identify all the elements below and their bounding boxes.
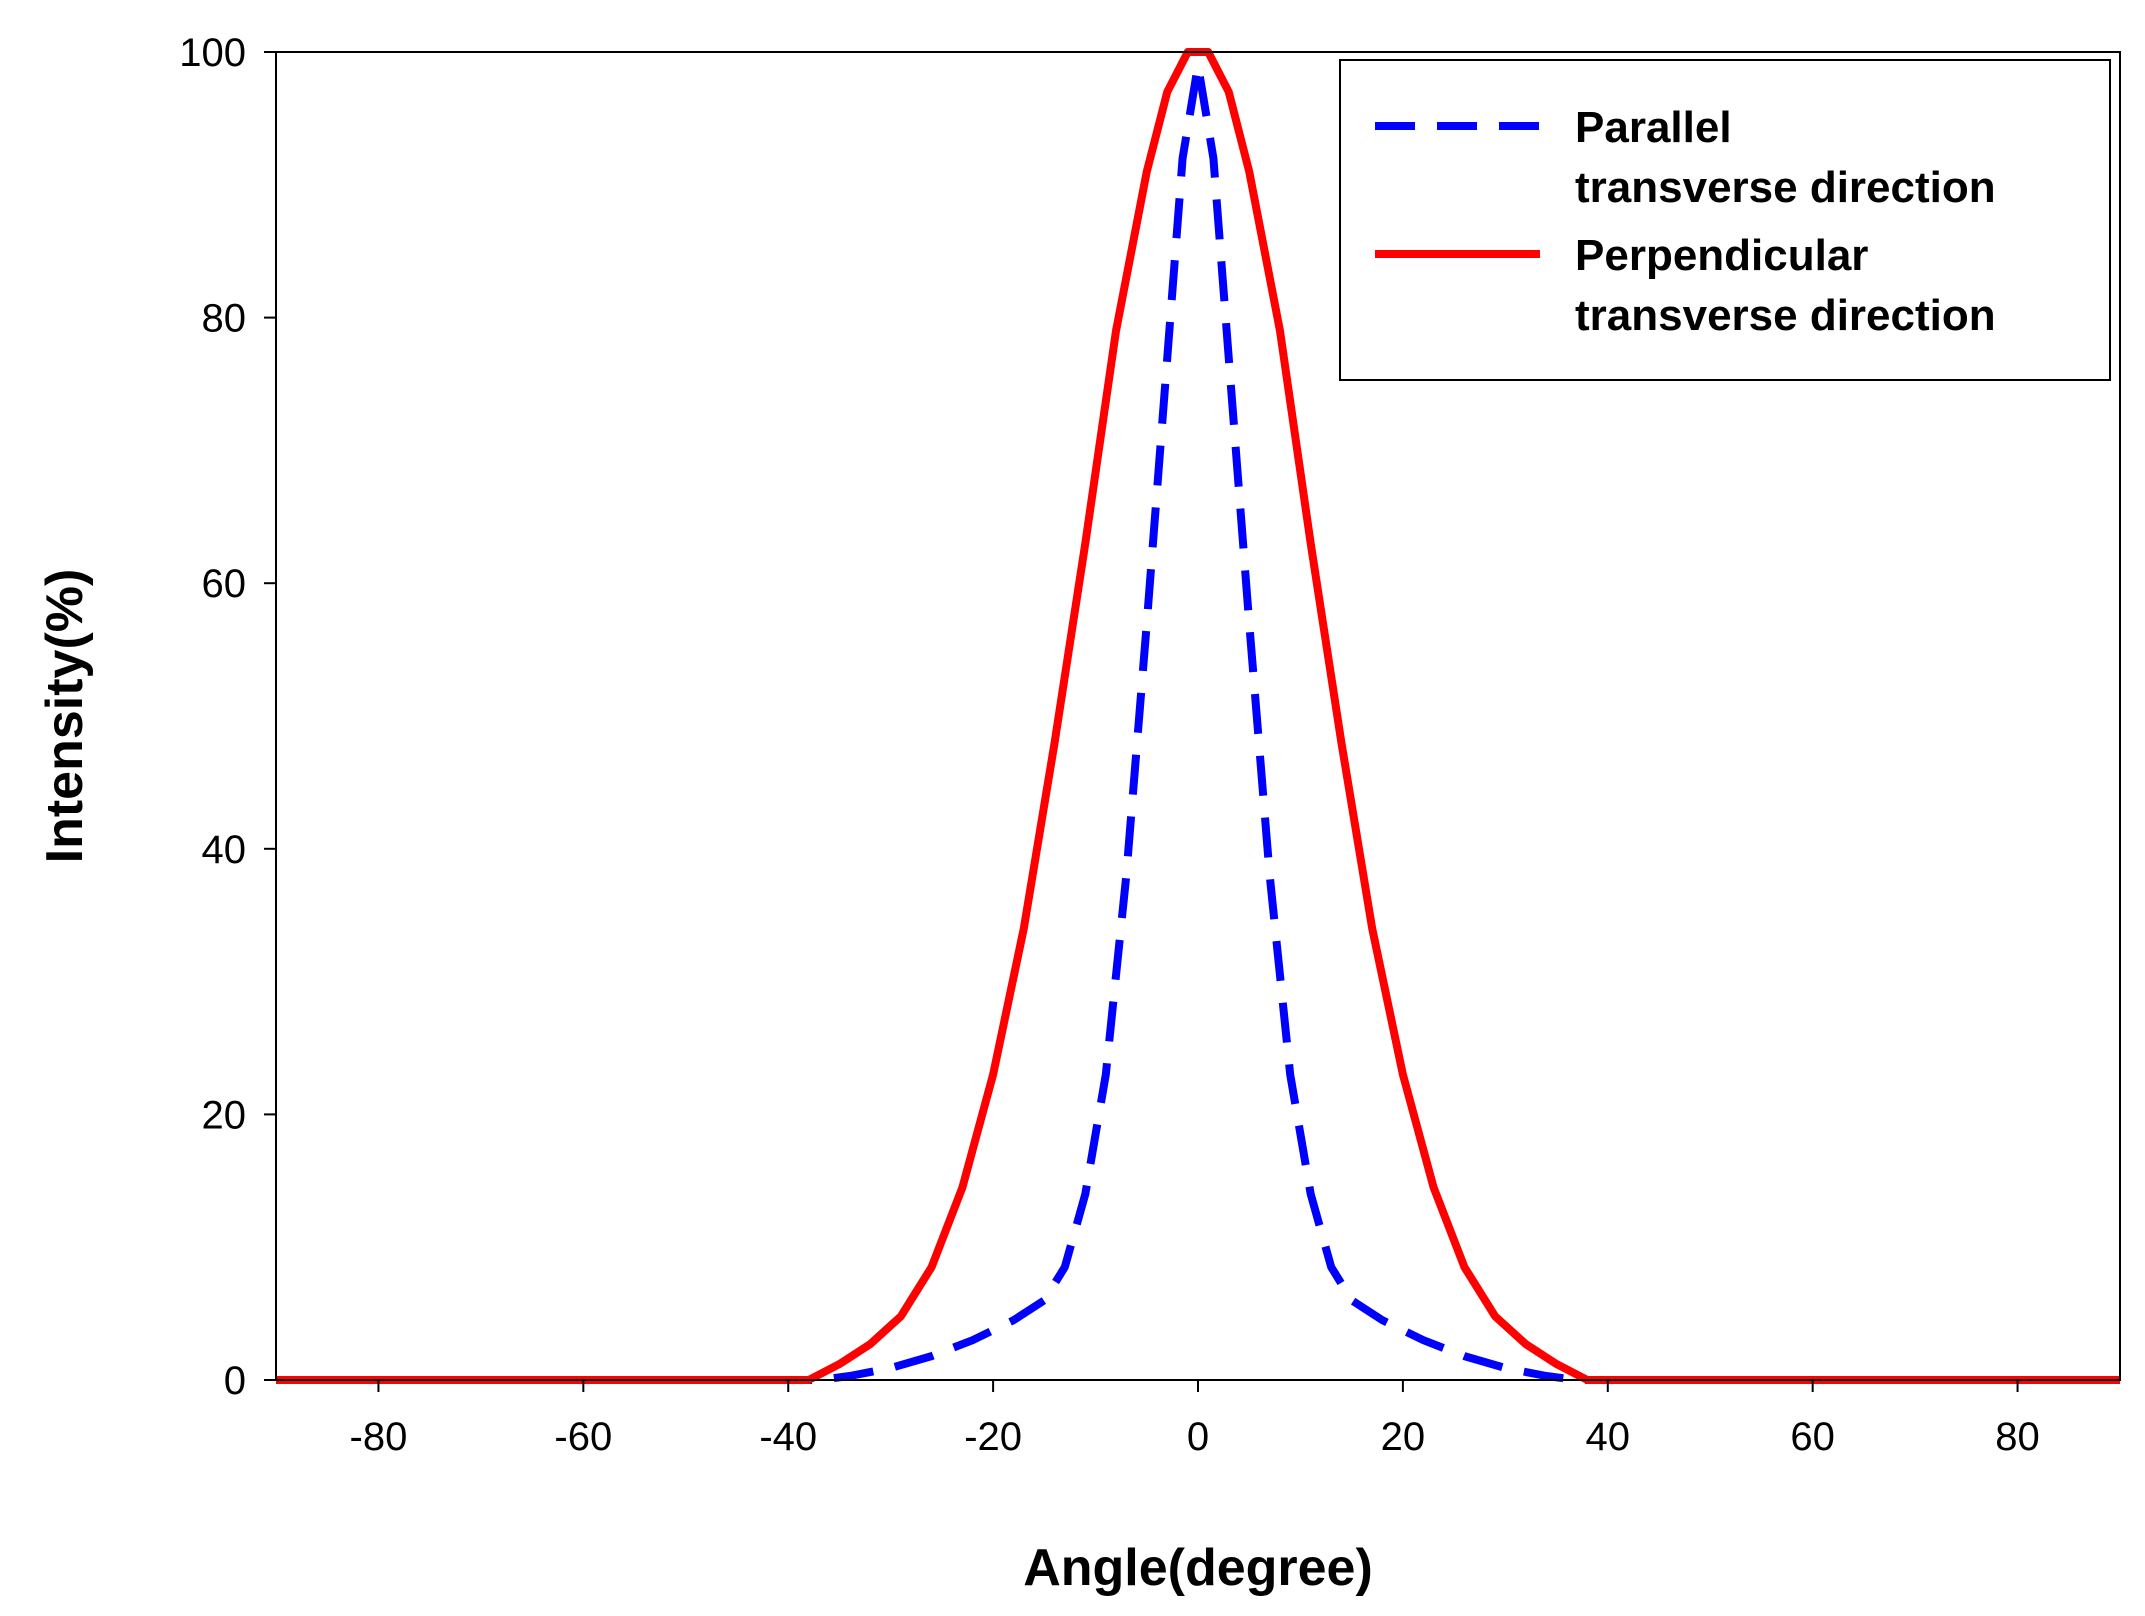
x-tick-label: -60 — [554, 1415, 612, 1459]
axes: -80 -60 -40 -20 0 20 40 60 80 0 20 40 60 80 100 — [179, 31, 2040, 1459]
legend-box — [1339, 59, 2111, 381]
y-tick-label: 20 — [202, 1093, 247, 1137]
x-tick-label: -20 — [964, 1415, 1022, 1459]
legend-label: Perpendicular — [1575, 231, 1868, 280]
x-tick-label: 0 — [1187, 1415, 1209, 1459]
y-tick-label: 40 — [202, 828, 247, 872]
x-tick-label: -40 — [759, 1415, 817, 1459]
y-tick-label: 0 — [224, 1359, 246, 1403]
x-tick-label: 80 — [1995, 1415, 2040, 1459]
x-tick-label: 20 — [1381, 1415, 1426, 1459]
y-axis-title: Intensity(%) — [36, 569, 94, 864]
y-tick-label: 60 — [202, 562, 247, 606]
legend: Parallel transverse direction Perpendicula… — [1339, 59, 2111, 381]
x-axis-title: Angle(degree) — [1023, 1539, 1373, 1597]
legend-label: transverse direction — [1575, 163, 1996, 212]
y-tick-label: 80 — [202, 297, 247, 341]
y-tick-label: 100 — [179, 31, 246, 75]
x-tick-label: 40 — [1586, 1415, 1631, 1459]
x-tick-label: 60 — [1790, 1415, 1835, 1459]
x-tick-label: -80 — [350, 1415, 408, 1459]
legend-label: Parallel — [1575, 103, 1732, 152]
legend-label: transverse direction — [1575, 291, 1996, 340]
